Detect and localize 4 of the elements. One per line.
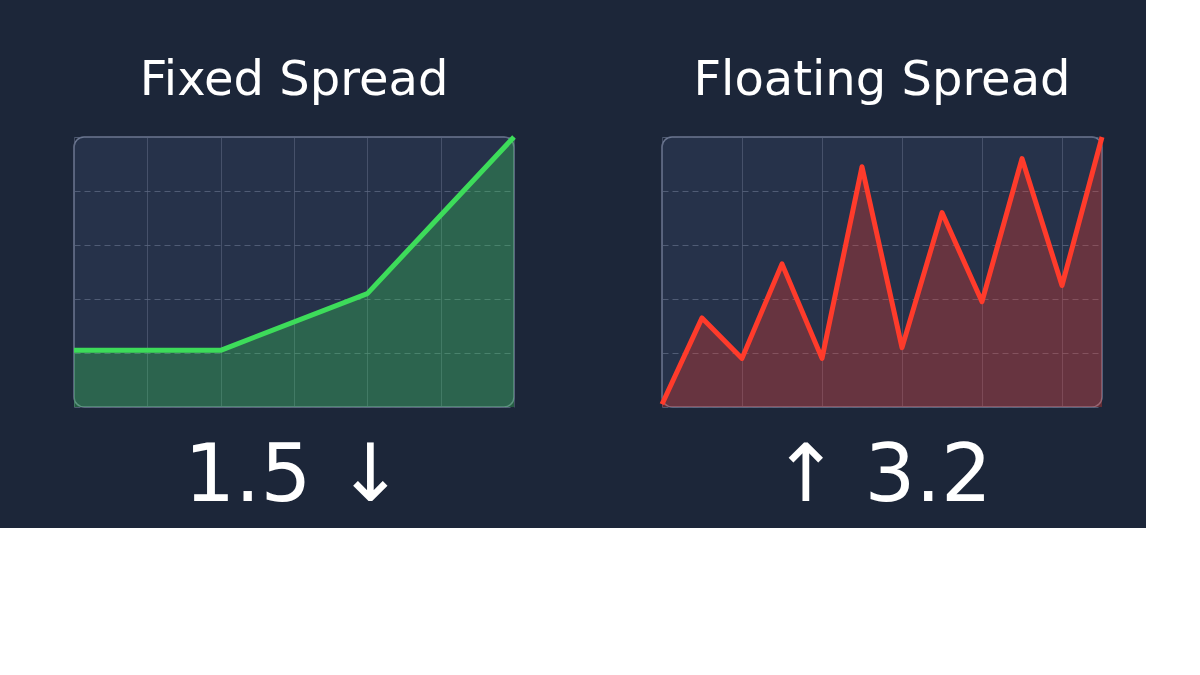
text: ↑ 3.2 xyxy=(772,427,992,520)
chart-title: Floating Spread xyxy=(693,49,1071,106)
chart-title: Fixed Spread xyxy=(139,49,449,106)
text: 1.5 ↓ xyxy=(184,427,404,520)
